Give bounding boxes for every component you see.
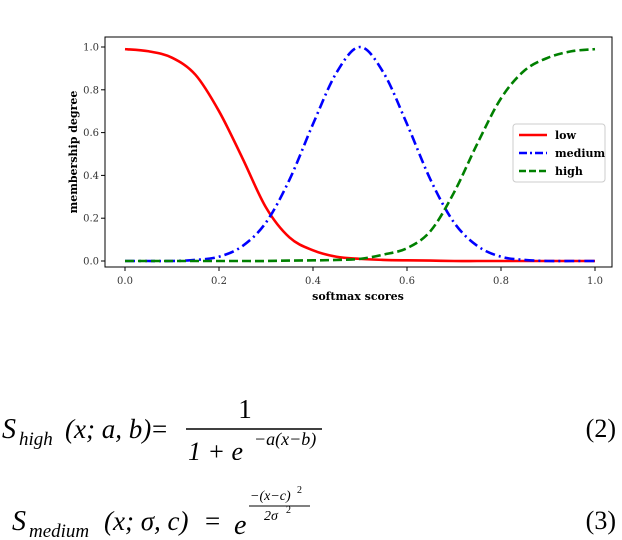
eq2-denominator-base: 1 + e	[188, 437, 243, 460]
eq2-number: (2)	[585, 414, 616, 443]
eq3-args: (x; σ, c)	[104, 506, 189, 536]
eq2-lhs-name: S	[2, 414, 16, 445]
eq3-exp-denominator: 2σ	[264, 509, 279, 524]
x-tick-label: 0.2	[211, 276, 227, 287]
eq3-base: e	[234, 510, 246, 540]
x-tick-label: 0.8	[493, 276, 509, 287]
x-tick-label: 0.4	[305, 276, 321, 287]
series-lines	[124, 45, 596, 263]
eq2-denominator-exp: −a(x−b)	[254, 429, 316, 450]
series-line-high	[125, 47, 596, 263]
equation-2: S high (x; a, b) = 1 1 + e −a(x−b) (2)	[0, 390, 622, 460]
x-tick-label: 0.6	[399, 276, 415, 287]
legend-box	[512, 123, 606, 183]
eq3-number: (3)	[585, 506, 616, 535]
series-line-medium	[125, 45, 595, 263]
equation-2-math: S high (x; a, b) = 1 1 + e −a(x−b)	[2, 394, 322, 460]
y-axis-label: membership degree	[67, 91, 80, 214]
y-tick-label: 0.4	[83, 171, 99, 182]
legend: low medium high	[512, 123, 606, 183]
x-tick-label: 0.0	[117, 276, 133, 287]
eq2-numerator: 1	[238, 394, 252, 424]
legend-label-medium: medium	[555, 147, 606, 160]
eq3-exp-numerator: −(x−c)	[250, 489, 291, 504]
x-ticks: 0.0 0.2 0.4 0.6 0.8 1.0	[117, 267, 603, 287]
membership-chart: 0.0 0.2 0.4 0.6 0.8 1.0 0.0 0.2 0.4 0.6 0.8 1.0 so…	[67, 36, 613, 303]
legend-label-low: low	[555, 129, 577, 142]
eq3-exp-num-power: 2	[297, 485, 302, 496]
plot-frame	[104, 36, 613, 268]
equation-3: S medium (x; σ, c) = e −(x−c) 2 2σ 2 (3)	[0, 476, 622, 540]
eq3-lhs-sub: medium	[29, 521, 89, 540]
y-tick-label: 1.0	[83, 43, 99, 54]
y-tick-label: 0.2	[83, 214, 99, 225]
legend-label-high: high	[555, 165, 583, 178]
y-tick-label: 0.8	[83, 85, 99, 96]
equation-3-math: S medium (x; σ, c) = e −(x−c) 2 2σ 2	[12, 485, 310, 540]
x-tick-label: 1.0	[587, 276, 603, 287]
eq3-equals: =	[205, 506, 220, 536]
y-tick-label: 0.0	[83, 257, 99, 268]
eq2-equals: =	[152, 414, 167, 444]
x-axis-label: softmax scores	[312, 290, 404, 303]
eq3-lhs-name: S	[12, 506, 26, 537]
eq2-args: (x; a, b)	[65, 414, 151, 444]
y-tick-label: 0.6	[83, 128, 99, 139]
y-ticks: 0.0 0.2 0.4 0.6 0.8 1.0	[83, 43, 105, 268]
eq3-exp-den-power: 2	[286, 505, 291, 516]
eq2-lhs-sub: high	[19, 429, 53, 450]
